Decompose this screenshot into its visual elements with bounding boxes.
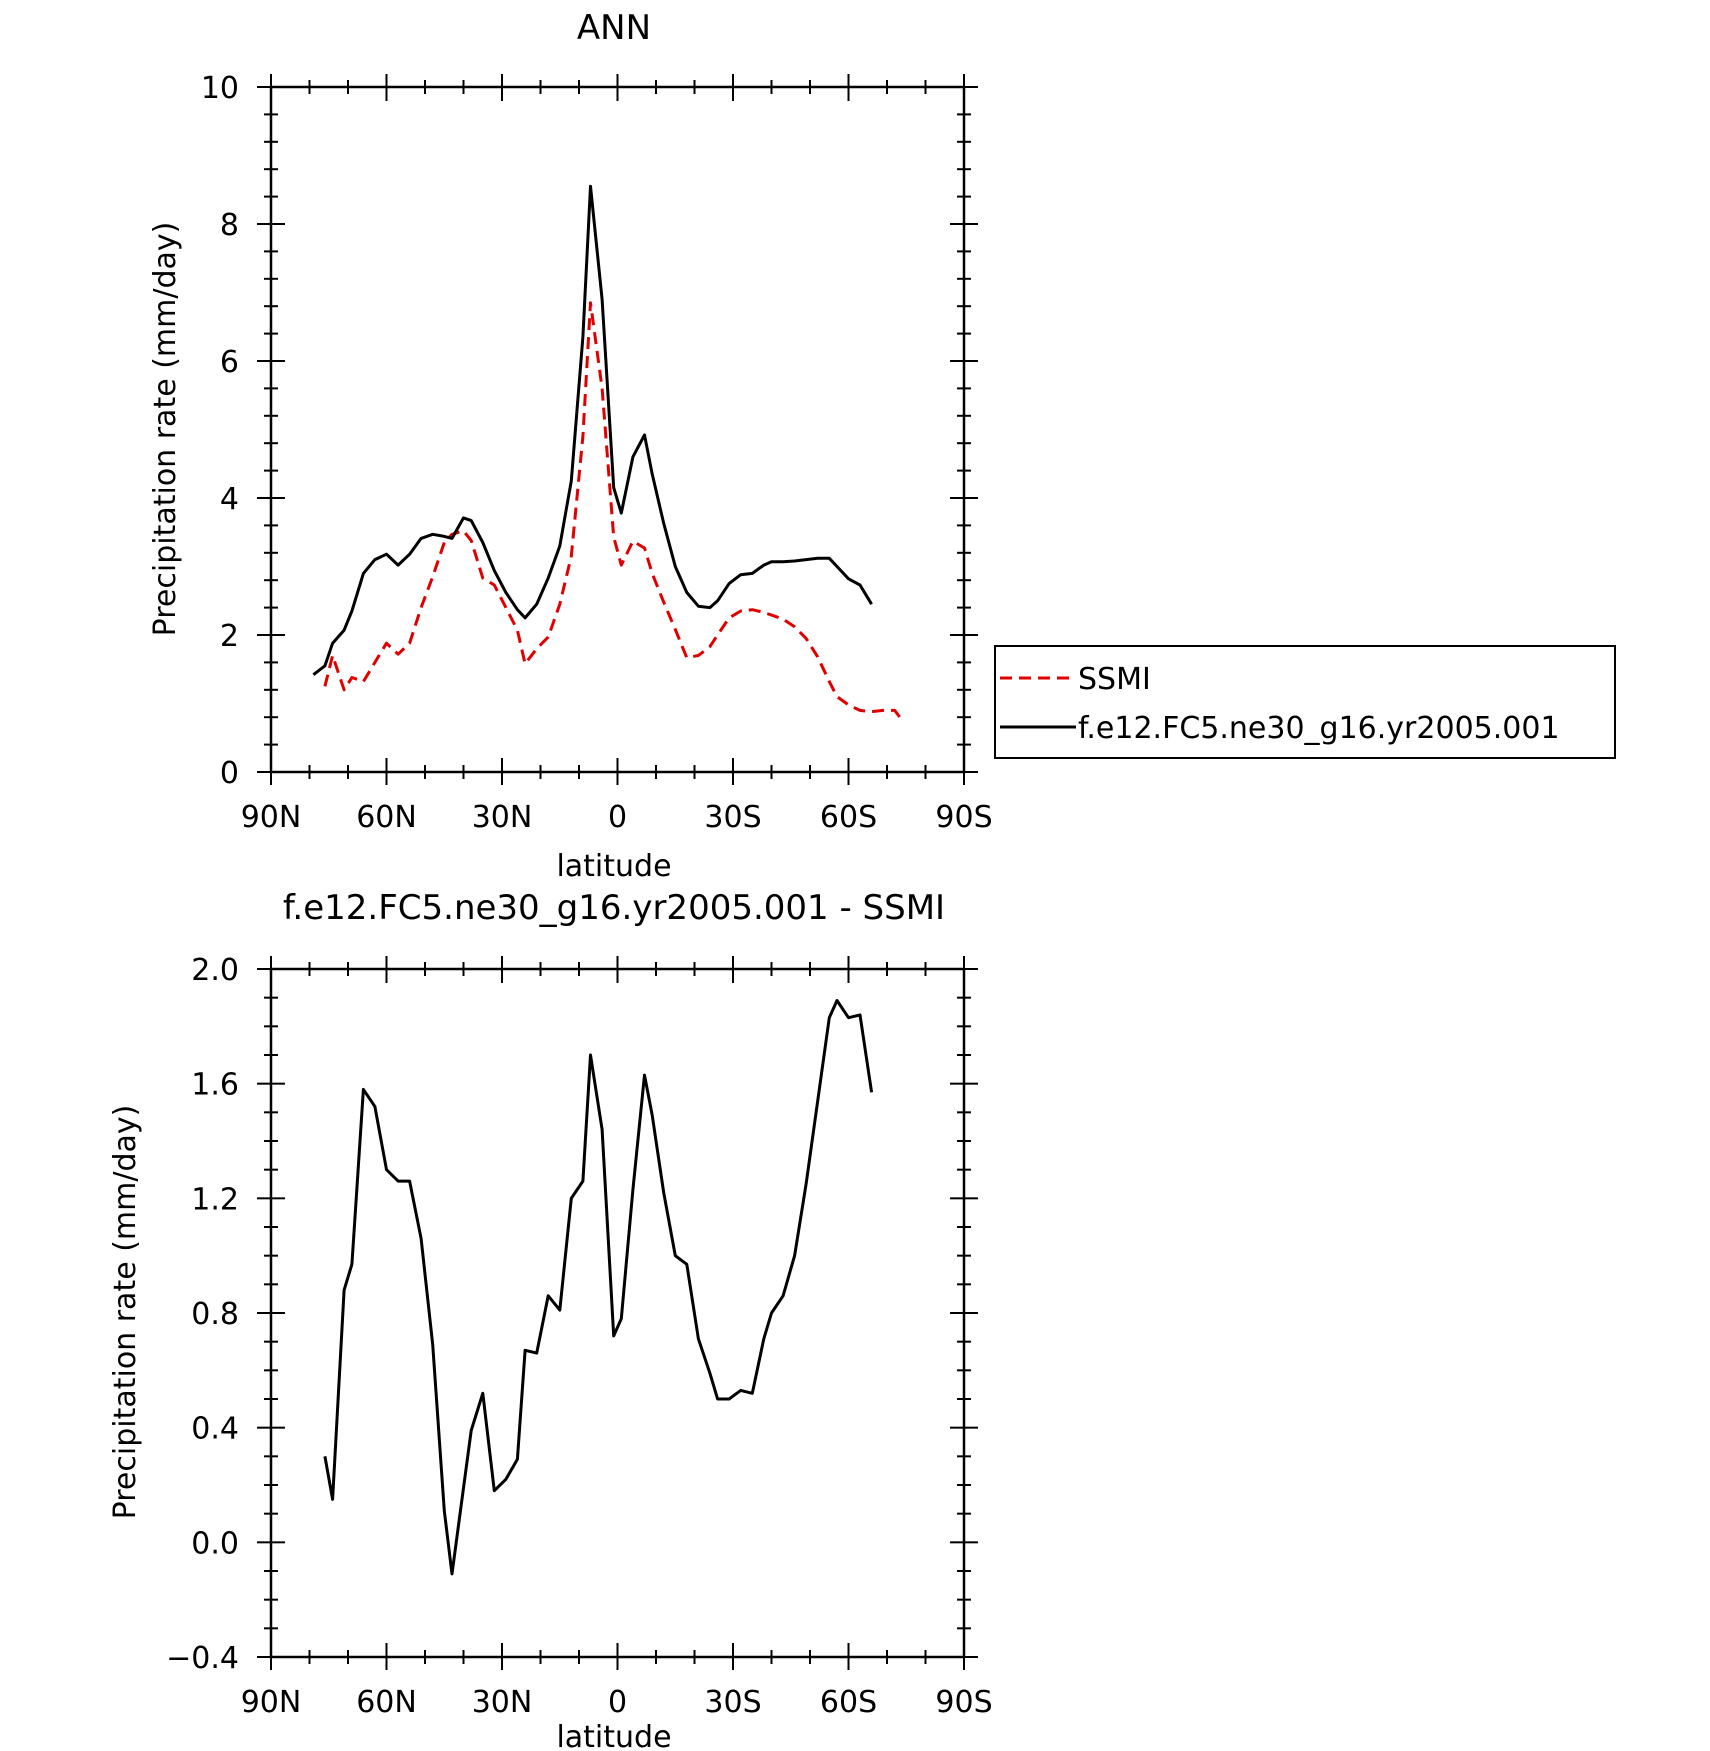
- top-series-line-0: [323, 301, 904, 722]
- top-y-tick-label: 6: [220, 345, 239, 380]
- bottom-axis-ticks: 90N 60N 30N 0 30S 60S 90S −0.4 0.0 0.4 0.8 1.2 1.6 2.…: [166, 953, 992, 1720]
- legend-label-model: f.e12.FC5.ne30_g16.yr2005.001: [1078, 711, 1560, 746]
- bottom-y-tick-label: 0.8: [191, 1297, 239, 1332]
- legend: SSMI f.e12.FC5.ne30_g16.yr2005.001: [994, 645, 1616, 759]
- bottom-x-tick-label: 90S: [935, 1685, 992, 1720]
- top-axis-ticks: 90N 60N 30N 0 30S 60S 90S 0 2 4 6 8 10: [201, 71, 993, 835]
- bottom-y-tick-label: 1.2: [191, 1182, 239, 1217]
- bottom-x-tick-label: 60N: [356, 1685, 417, 1720]
- top-x-tick-label: 0: [608, 800, 627, 835]
- bottom-y-tick-label: 0.4: [191, 1412, 239, 1447]
- bottom-y-tick-label: 0.0: [191, 1526, 239, 1561]
- top-plot-frame: [269, 85, 966, 774]
- top-series-line-1: [312, 184, 873, 676]
- top-y-tick-label: 10: [201, 71, 239, 106]
- bottom-x-tick-label: 30N: [472, 1685, 533, 1720]
- top-x-tick-label: 60N: [356, 800, 417, 835]
- top-x-tick-label: 30N: [472, 800, 533, 835]
- top-x-tick-label: 30S: [704, 800, 761, 835]
- bottom-chart-title: f.e12.FC5.ne30_g16.yr2005.001 - SSMI: [283, 888, 945, 928]
- top-y-axis-label: Precipitation rate (mm/day): [148, 222, 183, 637]
- top-y-tick-label: 0: [220, 756, 239, 791]
- top-x-tick-label: 90N: [241, 800, 302, 835]
- top-x-axis-label: latitude: [556, 849, 671, 884]
- bottom-plot-frame: [269, 967, 966, 1659]
- bottom-y-tick-label: −0.4: [166, 1641, 239, 1676]
- bottom-panel: f.e12.FC5.ne30_g16.yr2005.001 - SSMI 90N…: [108, 888, 993, 1751]
- bottom-x-tick-label: 90N: [241, 1685, 302, 1720]
- bottom-series-lines: [323, 999, 874, 1576]
- bottom-y-tick-label: 2.0: [191, 953, 239, 988]
- top-chart-title: ANN: [577, 8, 651, 48]
- top-y-tick-label: 8: [220, 208, 239, 243]
- bottom-x-axis-label: latitude: [556, 1720, 671, 1751]
- top-y-tick-label: 4: [220, 482, 239, 517]
- top-series-lines: [312, 184, 904, 722]
- bottom-y-tick-label: 1.6: [191, 1068, 239, 1103]
- bottom-series-line-0: [323, 999, 874, 1576]
- bottom-x-tick-label: 0: [608, 1685, 627, 1720]
- top-x-tick-label: 60S: [820, 800, 877, 835]
- bottom-y-axis-label: Precipitation rate (mm/day): [108, 1105, 143, 1520]
- top-y-tick-label: 2: [220, 619, 239, 654]
- legend-box: [994, 645, 1616, 759]
- top-x-tick-label: 90S: [935, 800, 992, 835]
- legend-label-ssmi: SSMI: [1078, 662, 1151, 697]
- bottom-x-tick-label: 30S: [704, 1685, 761, 1720]
- bottom-x-tick-label: 60S: [820, 1685, 877, 1720]
